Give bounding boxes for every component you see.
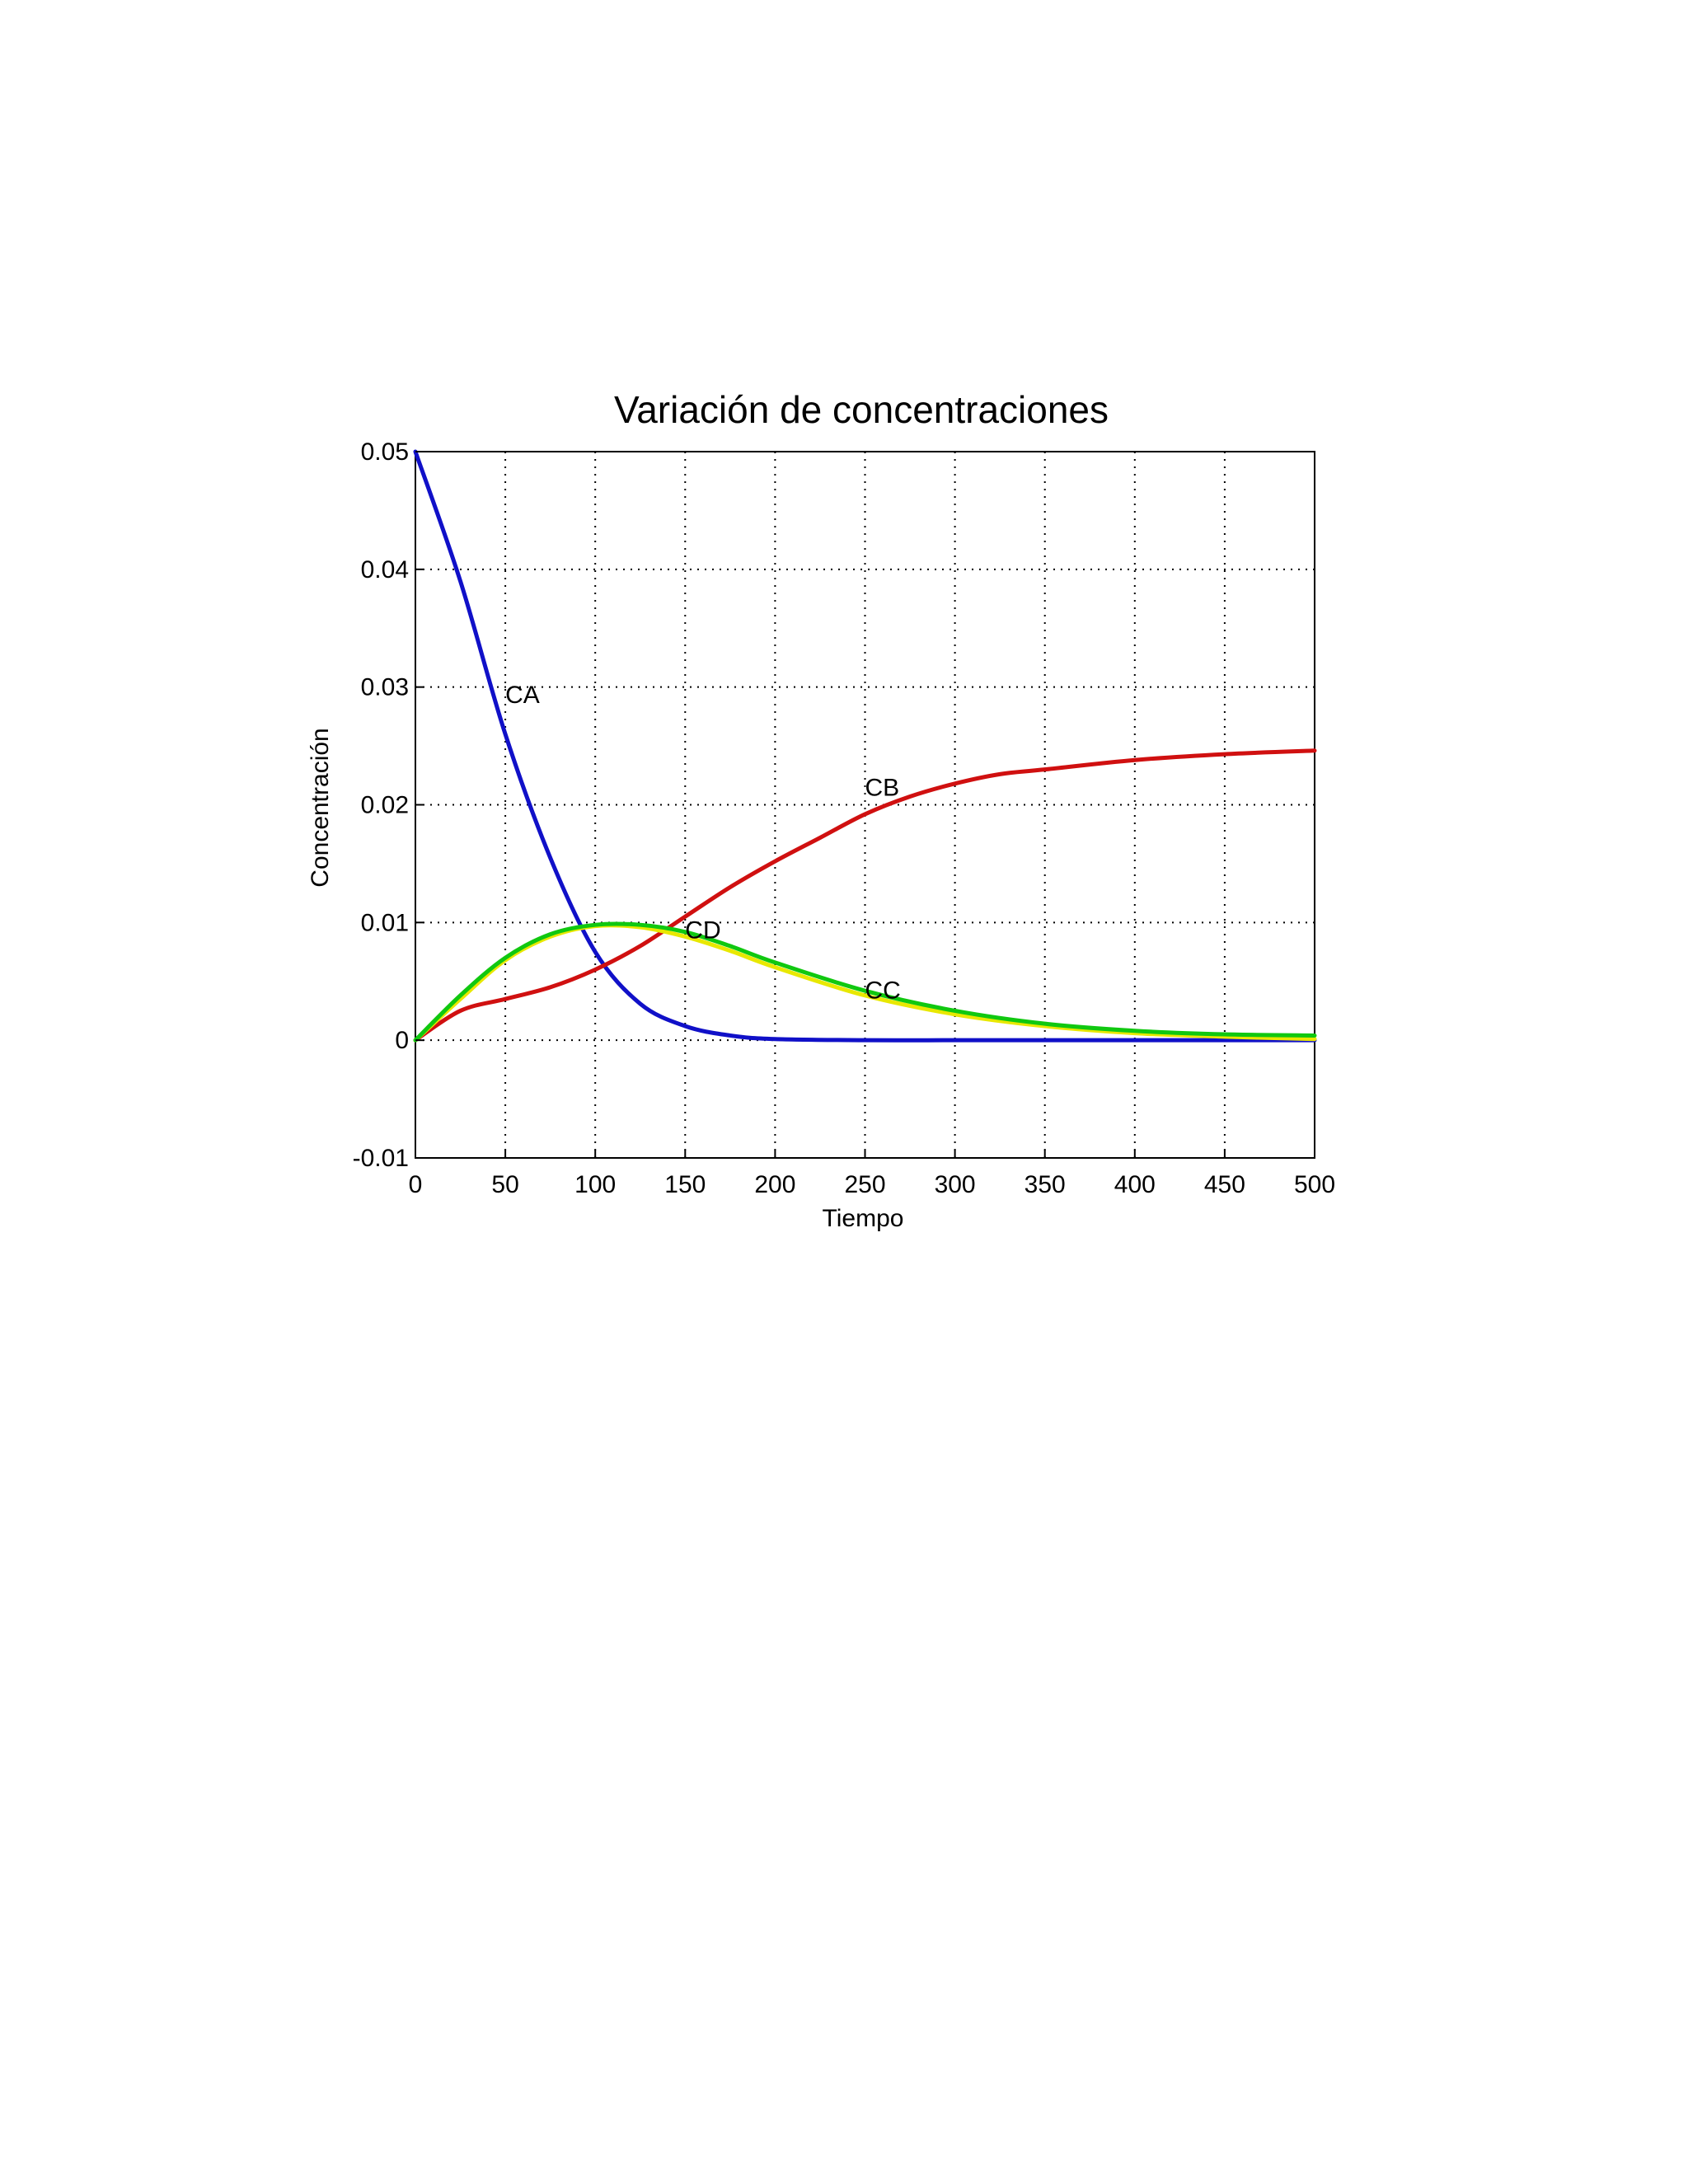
y-tick-label: 0.01 [361, 909, 409, 936]
x-tick-label: 50 [491, 1171, 518, 1198]
y-tick-label: 0.03 [361, 674, 409, 701]
y-tick-label: 0.04 [361, 556, 409, 583]
x-tick-label: 150 [664, 1171, 706, 1198]
x-tick-label: 300 [935, 1171, 976, 1198]
series-line-cb [413, 748, 1317, 1043]
x-tick-label: 0 [409, 1171, 423, 1198]
y-axis-label: Concentración [307, 728, 334, 887]
x-tick-label: 350 [1025, 1171, 1066, 1198]
series-line-cc [413, 923, 1317, 1043]
x-tick-label: 250 [844, 1171, 885, 1198]
x-tick-label: 500 [1294, 1171, 1335, 1198]
curve-label-cd: CD [685, 916, 720, 944]
curve-label-ca: CA [505, 682, 540, 709]
x-tick-label: 450 [1204, 1171, 1245, 1198]
y-tick-label: -0.01 [353, 1145, 409, 1172]
y-tick-label: 0.02 [361, 792, 409, 819]
x-axis-label: Tiempo [823, 1205, 904, 1232]
x-tick-labels: 0 50 100 150 200 250 300 350 400 450 500 [409, 1150, 1335, 1198]
x-tick-label: 100 [574, 1171, 616, 1198]
x-tick-label: 400 [1114, 1171, 1156, 1198]
y-tick-label: 0.05 [361, 438, 409, 466]
curve-labels: CA CB CD CC [505, 682, 901, 1005]
curve-label-cc: CC [865, 977, 901, 1004]
grid-lines [415, 452, 1315, 1158]
chart-title: Variación de concentraciones [614, 388, 1109, 431]
series-lines [413, 449, 1317, 1043]
y-tick-labels: -0.01 0 0.01 0.02 0.03 0.04 0.05 [353, 438, 424, 1172]
series-line-ca [413, 449, 1317, 1043]
x-tick-label: 200 [754, 1171, 795, 1198]
series-line-cd [413, 921, 1317, 1043]
curve-label-cb: CB [865, 775, 900, 802]
y-tick-label: 0 [395, 1027, 409, 1054]
